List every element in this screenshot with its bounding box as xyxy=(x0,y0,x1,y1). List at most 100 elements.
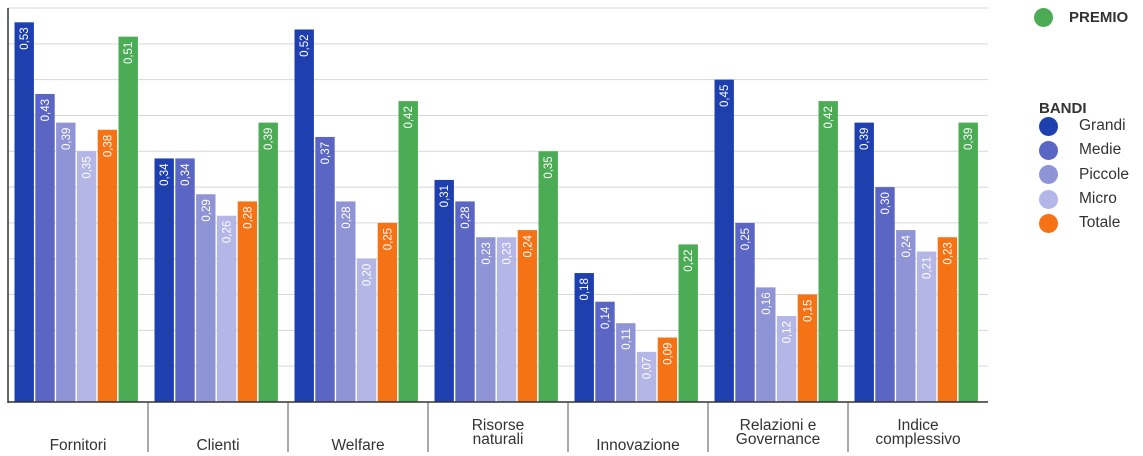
bar-piccole xyxy=(616,323,636,402)
x-tick-label: Welfare xyxy=(331,437,384,454)
bar-micro xyxy=(76,151,97,402)
data-label: 0,45 xyxy=(719,85,731,107)
data-label: 0,30 xyxy=(880,192,892,214)
legend-label-medie: Medie xyxy=(1079,141,1122,159)
data-label: 0,15 xyxy=(802,300,814,322)
bar-micro xyxy=(356,258,377,402)
bar-medie xyxy=(735,222,755,402)
x-tick-label: Innovazione xyxy=(596,437,680,454)
x-tick-label-line: naturali xyxy=(473,431,524,448)
bar-micro xyxy=(496,237,517,402)
data-label: 0,29 xyxy=(201,199,213,221)
data-label: 0,25 xyxy=(740,228,752,250)
bar-grandi xyxy=(714,79,734,403)
bar-totale xyxy=(517,230,538,402)
data-label: 0,37 xyxy=(320,142,332,164)
bar-piccole xyxy=(56,122,76,403)
data-label: 0,11 xyxy=(621,328,633,350)
legend-item-totale: Totale xyxy=(1039,211,1129,235)
data-label: 0,38 xyxy=(102,135,114,157)
bar-totale xyxy=(377,222,398,402)
data-label: 0,28 xyxy=(460,206,472,228)
data-label: 0,39 xyxy=(859,128,871,150)
bar-grandi xyxy=(854,122,874,403)
data-label: 0,34 xyxy=(159,163,171,186)
data-label: 0,34 xyxy=(180,163,192,186)
legend-premio: PREMIO xyxy=(1034,8,1128,27)
bar-totale xyxy=(657,337,678,402)
legend-bandi-title: BANDI xyxy=(1039,100,1087,117)
bar-premio xyxy=(678,244,698,402)
data-label: 0,18 xyxy=(579,278,591,300)
bar-micro xyxy=(916,251,937,402)
legend-item-micro: Micro xyxy=(1039,187,1129,211)
legend-swatch-medie xyxy=(1039,140,1058,160)
bar-grandi xyxy=(294,29,314,403)
bar-premio xyxy=(958,122,978,403)
data-label: 0,20 xyxy=(362,264,374,286)
data-label: 0,24 xyxy=(901,234,913,257)
data-label: 0,26 xyxy=(222,221,234,243)
bar-grandi xyxy=(434,179,454,402)
legend-label-piccole: Piccole xyxy=(1079,165,1129,183)
legend-label-totale: Totale xyxy=(1079,214,1121,232)
data-label: 0,31 xyxy=(439,185,451,207)
legend-item-piccole: Piccole xyxy=(1039,163,1129,187)
data-label: 0,39 xyxy=(61,128,73,150)
bar-piccole xyxy=(476,237,496,402)
data-label: 0,22 xyxy=(683,249,695,271)
data-label: 0,35 xyxy=(82,156,94,178)
legend-swatch-micro xyxy=(1039,189,1058,209)
data-label: 0,42 xyxy=(403,106,415,128)
bar-premio xyxy=(118,36,138,403)
legend-label-micro: Micro xyxy=(1079,190,1117,208)
data-label: 0,43 xyxy=(40,99,52,121)
bar-premio xyxy=(258,122,278,403)
data-label: 0,51 xyxy=(123,42,135,64)
legend-item-medie: Medie xyxy=(1039,138,1129,162)
x-tick-label-line: Indice xyxy=(897,417,938,434)
data-label: 0,24 xyxy=(522,234,534,257)
data-label: 0,23 xyxy=(481,242,493,264)
x-tick-label-line: Governance xyxy=(736,431,820,448)
data-label: 0,25 xyxy=(382,228,394,250)
bar-piccole xyxy=(336,201,356,402)
x-tick-label: Relazioni e Governance xyxy=(736,417,820,448)
legend-swatch-grandi xyxy=(1039,116,1058,136)
data-label: 0,28 xyxy=(242,206,254,228)
bar-totale xyxy=(237,201,258,402)
legend-item-grandi: Grandi xyxy=(1039,114,1129,138)
data-label: 0,28 xyxy=(341,206,353,228)
legend-bandi-list: Grandi Medie Piccole Micro Totale xyxy=(1039,101,1129,235)
data-label: 0,52 xyxy=(299,34,311,56)
bar-premio xyxy=(398,101,418,403)
x-tick-label: Fornitori xyxy=(50,437,107,454)
legend-swatch-piccole xyxy=(1039,165,1058,185)
bar-grandi xyxy=(154,158,174,402)
bar-chart: 0,53 0,34 0,52 0,31 0,18 0,45 0,39 0,43 0,34 0,37… xyxy=(7,7,988,454)
data-label: 0,39 xyxy=(263,128,275,150)
bar-medie xyxy=(875,187,895,402)
bar-medie xyxy=(175,158,195,402)
x-tick-label: Clienti xyxy=(196,437,239,454)
data-label: 0,23 xyxy=(502,242,514,264)
legend-swatch-totale xyxy=(1039,213,1058,233)
data-label: 0,07 xyxy=(642,357,654,379)
x-tick-label-line: Risorse xyxy=(472,417,525,434)
x-tick-label-line: Relazioni e xyxy=(740,417,817,434)
bar-piccole xyxy=(756,287,776,402)
bar-micro xyxy=(636,351,657,402)
data-label: 0,42 xyxy=(823,106,835,128)
bar-premio xyxy=(818,101,838,403)
bar-medie xyxy=(35,93,55,403)
bar-premio xyxy=(538,151,558,402)
data-label: 0,53 xyxy=(19,27,31,49)
bar-medie xyxy=(595,301,615,402)
data-label: 0,35 xyxy=(543,156,555,178)
x-tick-label: Indice complessivo xyxy=(875,417,960,448)
legend-label-grandi: Grandi xyxy=(1079,117,1126,135)
bar-grandi xyxy=(14,22,34,403)
bar-piccole xyxy=(896,230,916,402)
bar-totale xyxy=(797,294,818,402)
x-tick-label: Risorse naturali xyxy=(472,417,525,448)
